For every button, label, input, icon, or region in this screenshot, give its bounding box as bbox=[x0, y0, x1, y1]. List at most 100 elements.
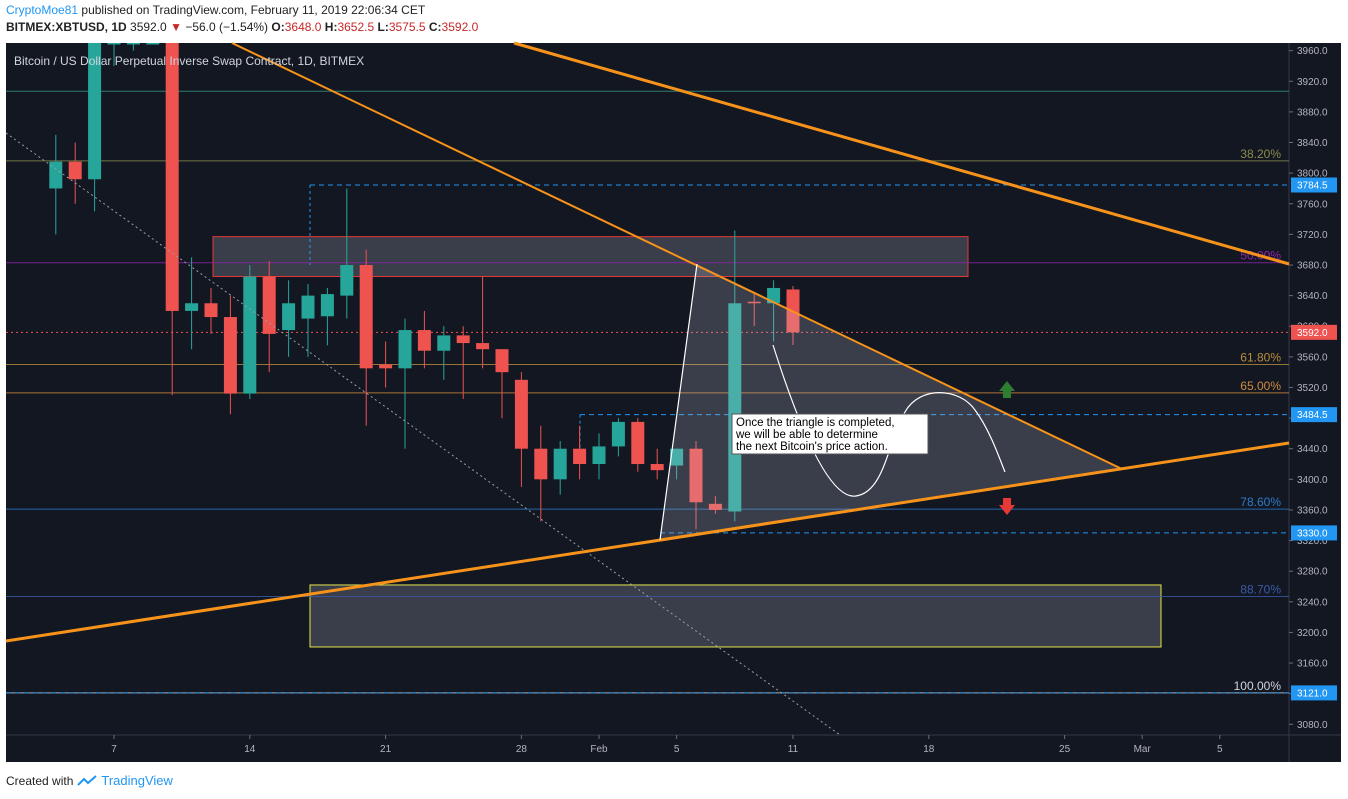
support-zone[interactable] bbox=[309, 584, 1162, 648]
price-tag-label: 3484.5 bbox=[1297, 410, 1328, 421]
candle-body[interactable] bbox=[767, 287, 781, 304]
candle-body[interactable] bbox=[185, 303, 199, 311]
fib-label: 61.80% bbox=[1240, 351, 1281, 365]
candle-body[interactable] bbox=[320, 294, 334, 317]
footer: Created with TradingView bbox=[6, 773, 173, 788]
annotation-line-3: the next Bitcoin's price action. bbox=[736, 441, 888, 453]
price-axis[interactable] bbox=[1289, 43, 1341, 735]
y-tick-label: 3720.0 bbox=[1297, 230, 1328, 241]
y-tick-label: 3640.0 bbox=[1297, 291, 1328, 302]
publish-info: published on TradingView.com, February 1… bbox=[81, 3, 426, 17]
y-tick-label: 3160.0 bbox=[1297, 659, 1328, 670]
candle-body[interactable] bbox=[611, 421, 625, 447]
candle-body[interactable] bbox=[650, 464, 664, 471]
candle-body[interactable] bbox=[689, 448, 703, 503]
y-tick-label: 3800.0 bbox=[1297, 169, 1328, 180]
fib-label: 65.00% bbox=[1240, 379, 1281, 393]
y-tick-label: 3680.0 bbox=[1297, 260, 1328, 271]
created-with-label: Created with bbox=[6, 773, 74, 788]
high-value: 3652.5 bbox=[337, 20, 375, 34]
resistance-zone[interactable] bbox=[212, 236, 969, 277]
price-tag-label: 3784.5 bbox=[1297, 180, 1328, 191]
fib-label: 88.70% bbox=[1240, 582, 1281, 596]
author-link[interactable]: CryptoMoe81 bbox=[6, 3, 79, 17]
dotted-trend-line[interactable] bbox=[5, 132, 841, 736]
candle-body[interactable] bbox=[282, 303, 296, 331]
y-tick-label: 3920.0 bbox=[1297, 77, 1328, 88]
annotation-callout[interactable]: Once the triangle is completed, we will … bbox=[731, 413, 929, 455]
candle-body[interactable] bbox=[553, 448, 567, 480]
annotation-line-2: we will be able to determine bbox=[735, 429, 878, 441]
y-tick-label: 3240.0 bbox=[1297, 597, 1328, 608]
triangle-pattern[interactable] bbox=[660, 264, 1122, 540]
fib-label: 100.00% bbox=[1234, 679, 1282, 693]
ohlc-header: BITMEX:XBTUSD, 1D 3592.0 ▼ −56.0 (−1.54%… bbox=[6, 20, 478, 34]
close-label: C: bbox=[428, 20, 442, 34]
candle-body[interactable] bbox=[359, 264, 373, 369]
x-tick-label: 5 bbox=[674, 744, 680, 755]
open-label: O: bbox=[271, 20, 285, 34]
candle-body[interactable] bbox=[476, 343, 490, 350]
candle-body[interactable] bbox=[301, 295, 315, 319]
publish-header: CryptoMoe81 published on TradingView.com… bbox=[6, 3, 425, 17]
candle-body[interactable] bbox=[573, 448, 587, 465]
y-tick-label: 3840.0 bbox=[1297, 138, 1328, 149]
fib-label: 78.60% bbox=[1240, 495, 1281, 509]
y-tick-label: 3360.0 bbox=[1297, 505, 1328, 516]
low-label: L: bbox=[377, 20, 389, 34]
candle-body[interactable] bbox=[728, 303, 742, 512]
y-tick-label: 3560.0 bbox=[1297, 352, 1328, 363]
descending-trendline[interactable] bbox=[231, 42, 1123, 470]
symbol-label: BITMEX:XBTUSD, 1D bbox=[6, 20, 127, 34]
y-tick-label: 3760.0 bbox=[1297, 199, 1328, 210]
candle-body[interactable] bbox=[456, 335, 470, 344]
candle-body[interactable] bbox=[747, 301, 761, 304]
candle-body[interactable] bbox=[708, 503, 722, 510]
price-tag-label: 3592.0 bbox=[1297, 328, 1328, 339]
y-tick-label: 3880.0 bbox=[1297, 107, 1328, 118]
candle-body[interactable] bbox=[68, 161, 82, 180]
price-tag bbox=[1291, 407, 1337, 423]
candle-body[interactable] bbox=[417, 330, 431, 351]
candle-body[interactable] bbox=[107, 43, 121, 45]
time-axis[interactable] bbox=[6, 735, 1289, 762]
candle-body[interactable] bbox=[495, 349, 509, 373]
chart-title: Bitcoin / US Dollar Perpetual Inverse Sw… bbox=[14, 54, 364, 68]
y-tick-label: 3520.0 bbox=[1297, 383, 1328, 394]
x-tick-label: 21 bbox=[380, 744, 392, 755]
candle-body[interactable] bbox=[340, 264, 354, 296]
y-tick-label: 3960.0 bbox=[1297, 46, 1328, 57]
ascending-trendline[interactable] bbox=[5, 441, 1290, 643]
y-tick-label: 3280.0 bbox=[1297, 567, 1328, 578]
x-tick-label: Feb bbox=[590, 744, 608, 755]
tradingview-brand-link[interactable]: TradingView bbox=[101, 773, 173, 788]
candle-body[interactable] bbox=[88, 43, 102, 180]
y-tick-label: 3400.0 bbox=[1297, 475, 1328, 486]
x-tick-label: 25 bbox=[1059, 744, 1071, 755]
candle-body[interactable] bbox=[126, 43, 140, 45]
candle-body[interactable] bbox=[631, 421, 645, 465]
x-tick-label: Mar bbox=[1134, 744, 1152, 755]
candle-body[interactable] bbox=[243, 276, 257, 394]
candle-body[interactable] bbox=[592, 446, 606, 465]
candle-body[interactable] bbox=[398, 330, 412, 369]
candle-body[interactable] bbox=[379, 364, 393, 369]
down-arrow-icon: ▼ bbox=[170, 20, 182, 34]
candle-body[interactable] bbox=[534, 448, 548, 480]
candle-body[interactable] bbox=[223, 317, 237, 394]
candle-body[interactable] bbox=[514, 379, 528, 449]
candle-body[interactable] bbox=[165, 43, 179, 311]
candle-body[interactable] bbox=[670, 448, 684, 466]
candle-body[interactable] bbox=[437, 335, 451, 351]
price-tag bbox=[1291, 177, 1337, 193]
x-tick-label: 28 bbox=[516, 744, 528, 755]
candle-body[interactable] bbox=[49, 161, 63, 189]
candle-body[interactable] bbox=[262, 276, 276, 334]
candle-body[interactable] bbox=[204, 303, 218, 318]
y-tick-label: 3320.0 bbox=[1297, 536, 1328, 547]
upper-trendline[interactable] bbox=[513, 41, 1290, 266]
plot-area bbox=[6, 43, 1289, 735]
open-value: 3648.0 bbox=[284, 20, 322, 34]
candle-body[interactable] bbox=[146, 43, 160, 45]
